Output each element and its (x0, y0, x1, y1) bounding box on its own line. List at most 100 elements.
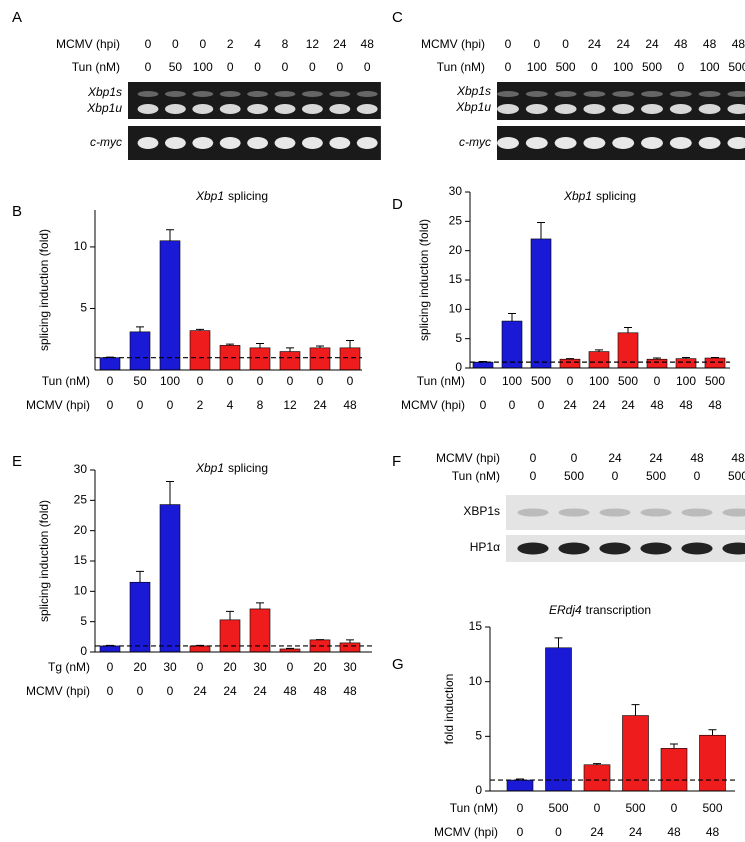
gel-band (192, 104, 214, 114)
y-tick-label: 25 (449, 214, 463, 228)
lane-label: 0 (254, 60, 261, 74)
error-bar (624, 327, 632, 333)
gel-band (329, 104, 351, 114)
x-tick-label: 30 (343, 660, 357, 674)
x-tick-label: 0 (137, 684, 144, 698)
x-tick-label: 0 (107, 660, 114, 674)
error-bar (196, 328, 204, 331)
error-bar (708, 729, 717, 736)
error-bar (106, 644, 114, 646)
x-tick-label: 500 (625, 801, 645, 815)
gel-band (192, 91, 214, 97)
x-tick-label: 24 (592, 398, 606, 412)
category-row-label: MCMV (hpi) (434, 825, 498, 839)
lane-label: 48 (731, 451, 745, 465)
category-row-label: MCMV (hpi) (401, 398, 465, 412)
bar (339, 642, 361, 653)
bar (501, 320, 523, 369)
lane-label: 100 (700, 60, 720, 74)
x-tick-label: 500 (548, 801, 568, 815)
y-axis-label: splicing induction (fold) (417, 219, 431, 341)
error-bar (711, 356, 719, 359)
error-bar (226, 343, 234, 346)
error-bar (682, 356, 690, 359)
gel-band (558, 542, 590, 555)
bar (646, 358, 668, 369)
x-tick-label: 0 (317, 374, 324, 388)
band-label: Xbp1s (456, 84, 491, 98)
x-tick-label: 24 (563, 398, 577, 412)
bar (129, 331, 151, 371)
error-bar (516, 778, 524, 781)
error-bar (286, 347, 294, 352)
x-tick-label: 0 (538, 398, 545, 412)
x-tick-label: 0 (167, 398, 174, 412)
chart-title: Xbp1 splicing (195, 189, 268, 203)
x-tick-label: 0 (257, 374, 264, 388)
error-bar (593, 763, 601, 765)
y-axis-label: splicing induction (fold) (37, 500, 51, 622)
x-tick-label: 0 (197, 660, 204, 674)
gel-band (599, 508, 631, 517)
chart-title-gene: Xbp1 (195, 189, 224, 203)
bar (99, 357, 121, 371)
lane-row-label: Tun (nM) (452, 469, 500, 483)
gel-band (301, 137, 323, 149)
x-tick-label: 100 (502, 374, 522, 388)
lane-label: 0 (364, 60, 371, 74)
y-tick-label: 0 (455, 360, 462, 374)
gel-band (722, 508, 745, 517)
x-tick-label: 12 (283, 398, 297, 412)
y-axis-label: splicing induction (fold) (37, 229, 51, 351)
x-tick-label: 4 (227, 398, 234, 412)
chart-title: Xbp1 splicing (563, 189, 636, 203)
gel-band (698, 91, 721, 97)
chart-title-text: splicing (596, 189, 636, 203)
y-tick-label: 5 (455, 331, 462, 345)
error-bar (670, 743, 678, 749)
gel-band (356, 137, 378, 149)
x-tick-label: 8 (257, 398, 264, 412)
lane-label: 0 (562, 37, 569, 51)
gel-band (274, 137, 296, 149)
gel-band (727, 104, 745, 114)
lane-label: 0 (591, 60, 598, 74)
y-tick-label: 15 (469, 619, 483, 633)
x-tick-label: 0 (671, 801, 678, 815)
x-tick-label: 24 (223, 684, 237, 698)
x-tick-label: 30 (163, 660, 177, 674)
gel-band (583, 91, 606, 97)
x-tick-label: 0 (517, 801, 524, 815)
lane-label: 500 (728, 60, 745, 74)
lane-label: 0 (282, 60, 289, 74)
bar (704, 357, 726, 369)
gel-band (722, 542, 745, 555)
panel-label: B (12, 203, 22, 220)
gel-band (525, 137, 548, 149)
x-tick-label: 48 (283, 684, 297, 698)
gel-band (164, 137, 186, 149)
gel-band (301, 104, 323, 114)
gel-band (329, 91, 351, 97)
x-tick-label: 30 (253, 660, 267, 674)
x-tick-label: 48 (313, 684, 327, 698)
gel-band (554, 137, 577, 149)
lane-label: 0 (199, 37, 206, 51)
gel-band (599, 542, 631, 555)
x-tick-label: 0 (594, 801, 601, 815)
category-row-label: MCMV (hpi) (26, 684, 90, 698)
band-label: Xbp1s (87, 85, 122, 99)
error-bar (286, 647, 294, 649)
y-tick-label: 15 (74, 553, 88, 567)
bar (545, 647, 572, 792)
bar (622, 715, 649, 792)
lane-label: 0 (505, 60, 512, 74)
gel-band (681, 508, 713, 517)
x-tick-label: 0 (107, 374, 114, 388)
lane-label: 0 (227, 60, 234, 74)
band-label: Xbp1u (86, 101, 122, 115)
bar (189, 645, 211, 653)
x-tick-label: 48 (343, 398, 357, 412)
x-tick-label: 0 (517, 825, 524, 839)
gel-band (612, 91, 635, 97)
